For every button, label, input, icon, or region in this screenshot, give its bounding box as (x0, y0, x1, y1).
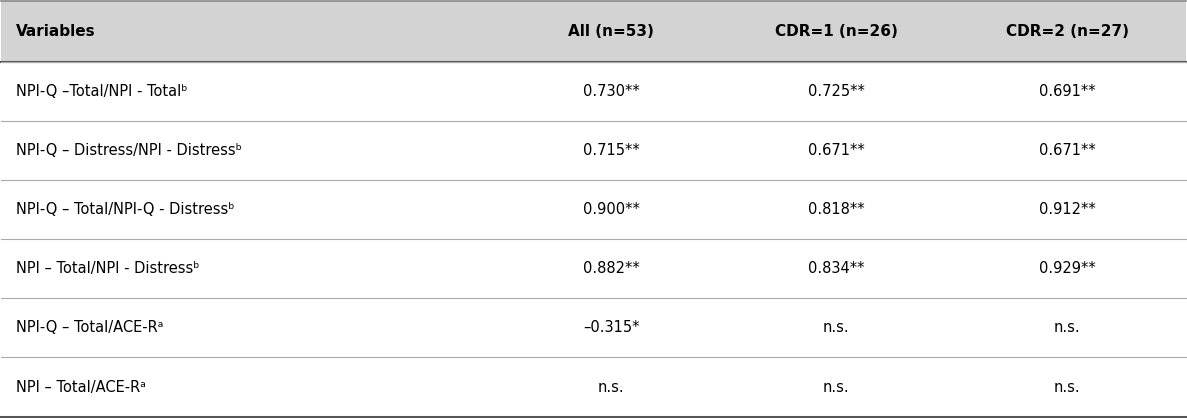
Bar (1, 180, 1186, 239)
Text: n.s.: n.s. (823, 320, 850, 335)
Text: n.s.: n.s. (598, 380, 624, 395)
Text: CDR=1 (n=26): CDR=1 (n=26) (775, 24, 897, 39)
Text: 0.730**: 0.730** (583, 84, 640, 99)
Text: n.s.: n.s. (1054, 320, 1080, 335)
Text: NPI-Q – Total/NPI-Q - Distressᵇ: NPI-Q – Total/NPI-Q - Distressᵇ (15, 202, 234, 217)
Bar (1, 61, 1186, 121)
Text: NPI – Total/ACE-Rᵃ: NPI – Total/ACE-Rᵃ (15, 380, 146, 395)
Bar (1, 239, 1186, 298)
Text: 0.691**: 0.691** (1039, 84, 1096, 99)
Text: 0.818**: 0.818** (808, 202, 864, 217)
Text: CDR=2 (n=27): CDR=2 (n=27) (1005, 24, 1129, 39)
Text: NPI-Q – Total/ACE-Rᵃ: NPI-Q – Total/ACE-Rᵃ (15, 320, 163, 335)
Text: n.s.: n.s. (823, 380, 850, 395)
Text: 0.671**: 0.671** (808, 143, 864, 158)
Text: n.s.: n.s. (1054, 380, 1080, 395)
Text: NPI – Total/NPI - Distressᵇ: NPI – Total/NPI - Distressᵇ (15, 261, 199, 276)
Bar (1, 357, 1186, 417)
Text: 0.912**: 0.912** (1039, 202, 1096, 217)
Text: 0.900**: 0.900** (583, 202, 640, 217)
Text: NPI-Q –Total/NPI - Totalᵇ: NPI-Q –Total/NPI - Totalᵇ (15, 84, 188, 99)
Bar (1, 1, 1186, 61)
Text: 0.725**: 0.725** (808, 84, 864, 99)
Text: All (n=53): All (n=53) (569, 24, 654, 39)
Bar (1, 121, 1186, 180)
Text: NPI-Q – Distress/NPI - Distressᵇ: NPI-Q – Distress/NPI - Distressᵇ (15, 143, 241, 158)
Text: 0.715**: 0.715** (583, 143, 640, 158)
Bar (1, 298, 1186, 357)
Text: 0.929**: 0.929** (1039, 261, 1096, 276)
Text: –0.315*: –0.315* (583, 320, 640, 335)
Text: 0.671**: 0.671** (1039, 143, 1096, 158)
Text: 0.882**: 0.882** (583, 261, 640, 276)
Text: Variables: Variables (15, 24, 95, 39)
Text: 0.834**: 0.834** (808, 261, 864, 276)
